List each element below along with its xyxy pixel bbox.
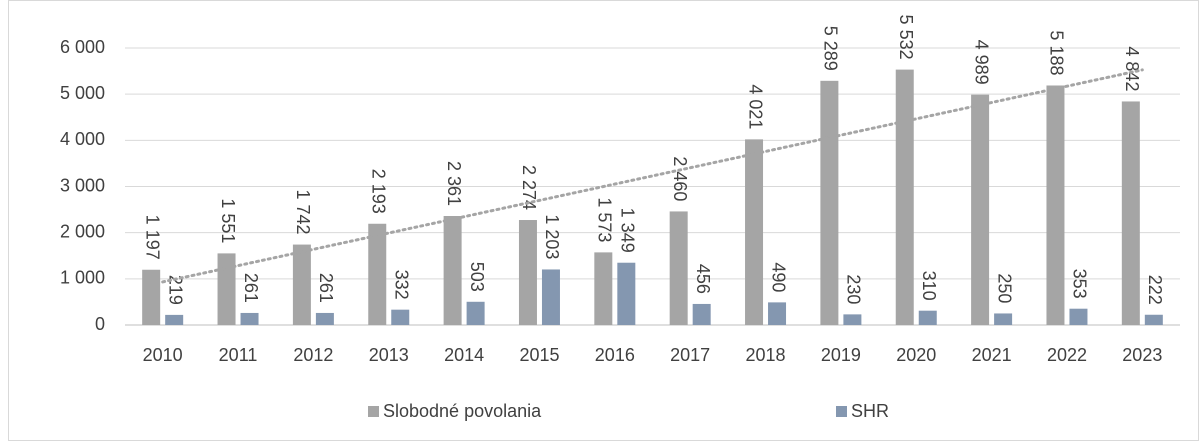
bar xyxy=(1121,101,1140,325)
x-tick-label: 2014 xyxy=(444,345,484,365)
data-label: 5 188 xyxy=(1047,30,1067,75)
x-tick-label: 2023 xyxy=(1122,345,1162,365)
bar xyxy=(594,252,613,325)
y-tick-label: 3 000 xyxy=(60,175,105,195)
bar xyxy=(843,314,862,325)
data-label: 261 xyxy=(241,273,261,303)
bar xyxy=(292,244,311,325)
data-label: 4 021 xyxy=(745,84,765,129)
bar xyxy=(217,253,236,325)
data-label: 261 xyxy=(316,273,336,303)
bar xyxy=(391,309,410,325)
x-tick-label: 2020 xyxy=(896,345,936,365)
data-label: 2 193 xyxy=(369,169,389,214)
x-tick-label: 2019 xyxy=(821,345,861,365)
data-label: 250 xyxy=(994,273,1014,303)
bar xyxy=(692,303,711,325)
bar xyxy=(1069,308,1088,325)
bar xyxy=(971,94,990,325)
data-label: 4 842 xyxy=(1122,46,1142,91)
bar xyxy=(1144,314,1163,325)
x-tick-label: 2017 xyxy=(670,345,710,365)
bar xyxy=(820,80,839,326)
data-label: 2 361 xyxy=(444,161,464,206)
y-tick-label: 4 000 xyxy=(60,129,105,149)
bar xyxy=(745,139,764,325)
data-label: 503 xyxy=(467,262,487,292)
x-tick-label: 2011 xyxy=(219,345,258,365)
x-tick-label: 2022 xyxy=(1047,345,1087,365)
data-label: 5 289 xyxy=(821,26,841,71)
bar xyxy=(918,310,937,325)
data-label: 1 203 xyxy=(542,214,562,259)
bar xyxy=(541,269,560,325)
legend-label: Slobodné povolania xyxy=(383,401,542,421)
data-label: 310 xyxy=(919,271,939,301)
bar xyxy=(315,312,334,325)
data-label: 1 742 xyxy=(293,190,313,235)
data-label: 5 532 xyxy=(896,15,916,60)
y-tick-label: 1 000 xyxy=(60,268,105,288)
bar xyxy=(518,220,537,325)
bar xyxy=(466,301,485,325)
data-label: 1 573 xyxy=(595,197,615,242)
data-label: 1 197 xyxy=(142,215,162,260)
data-label: 456 xyxy=(693,264,713,294)
data-label: 490 xyxy=(768,262,788,292)
y-tick-label: 5 000 xyxy=(60,83,105,103)
data-label: 2 274 xyxy=(519,165,539,210)
x-tick-label: 2021 xyxy=(972,345,1012,365)
data-label: 1 349 xyxy=(618,208,638,253)
data-label: 2 460 xyxy=(670,156,690,201)
x-tick-label: 2015 xyxy=(519,345,559,365)
data-label: 332 xyxy=(392,270,412,300)
x-tick-label: 2016 xyxy=(595,345,635,365)
bar xyxy=(617,262,636,325)
bar xyxy=(240,312,259,325)
bar xyxy=(165,314,184,325)
y-tick-label: 0 xyxy=(95,314,105,334)
y-tick-label: 2 000 xyxy=(60,221,105,241)
legend-label: SHR xyxy=(851,401,889,421)
data-label: 222 xyxy=(1145,275,1165,305)
data-label: 219 xyxy=(165,275,185,305)
legend-swatch xyxy=(368,406,379,417)
data-label: 1 551 xyxy=(218,198,238,243)
bar xyxy=(443,216,462,325)
x-tick-label: 2013 xyxy=(369,345,409,365)
x-tick-label: 2010 xyxy=(143,345,183,365)
bar xyxy=(994,313,1013,325)
bar xyxy=(142,269,161,325)
chart-border xyxy=(8,0,1199,441)
bar xyxy=(768,302,787,325)
data-label: 230 xyxy=(844,274,864,304)
bar xyxy=(368,223,387,325)
bar xyxy=(895,69,914,325)
y-tick-label: 6 000 xyxy=(60,37,105,57)
bar xyxy=(1046,85,1065,325)
x-tick-label: 2018 xyxy=(746,345,786,365)
bar xyxy=(669,211,688,325)
legend-swatch xyxy=(836,406,847,417)
data-label: 4 989 xyxy=(971,40,991,85)
data-label: 353 xyxy=(1070,269,1090,299)
x-tick-label: 2012 xyxy=(293,345,333,365)
trendline xyxy=(161,68,1144,284)
